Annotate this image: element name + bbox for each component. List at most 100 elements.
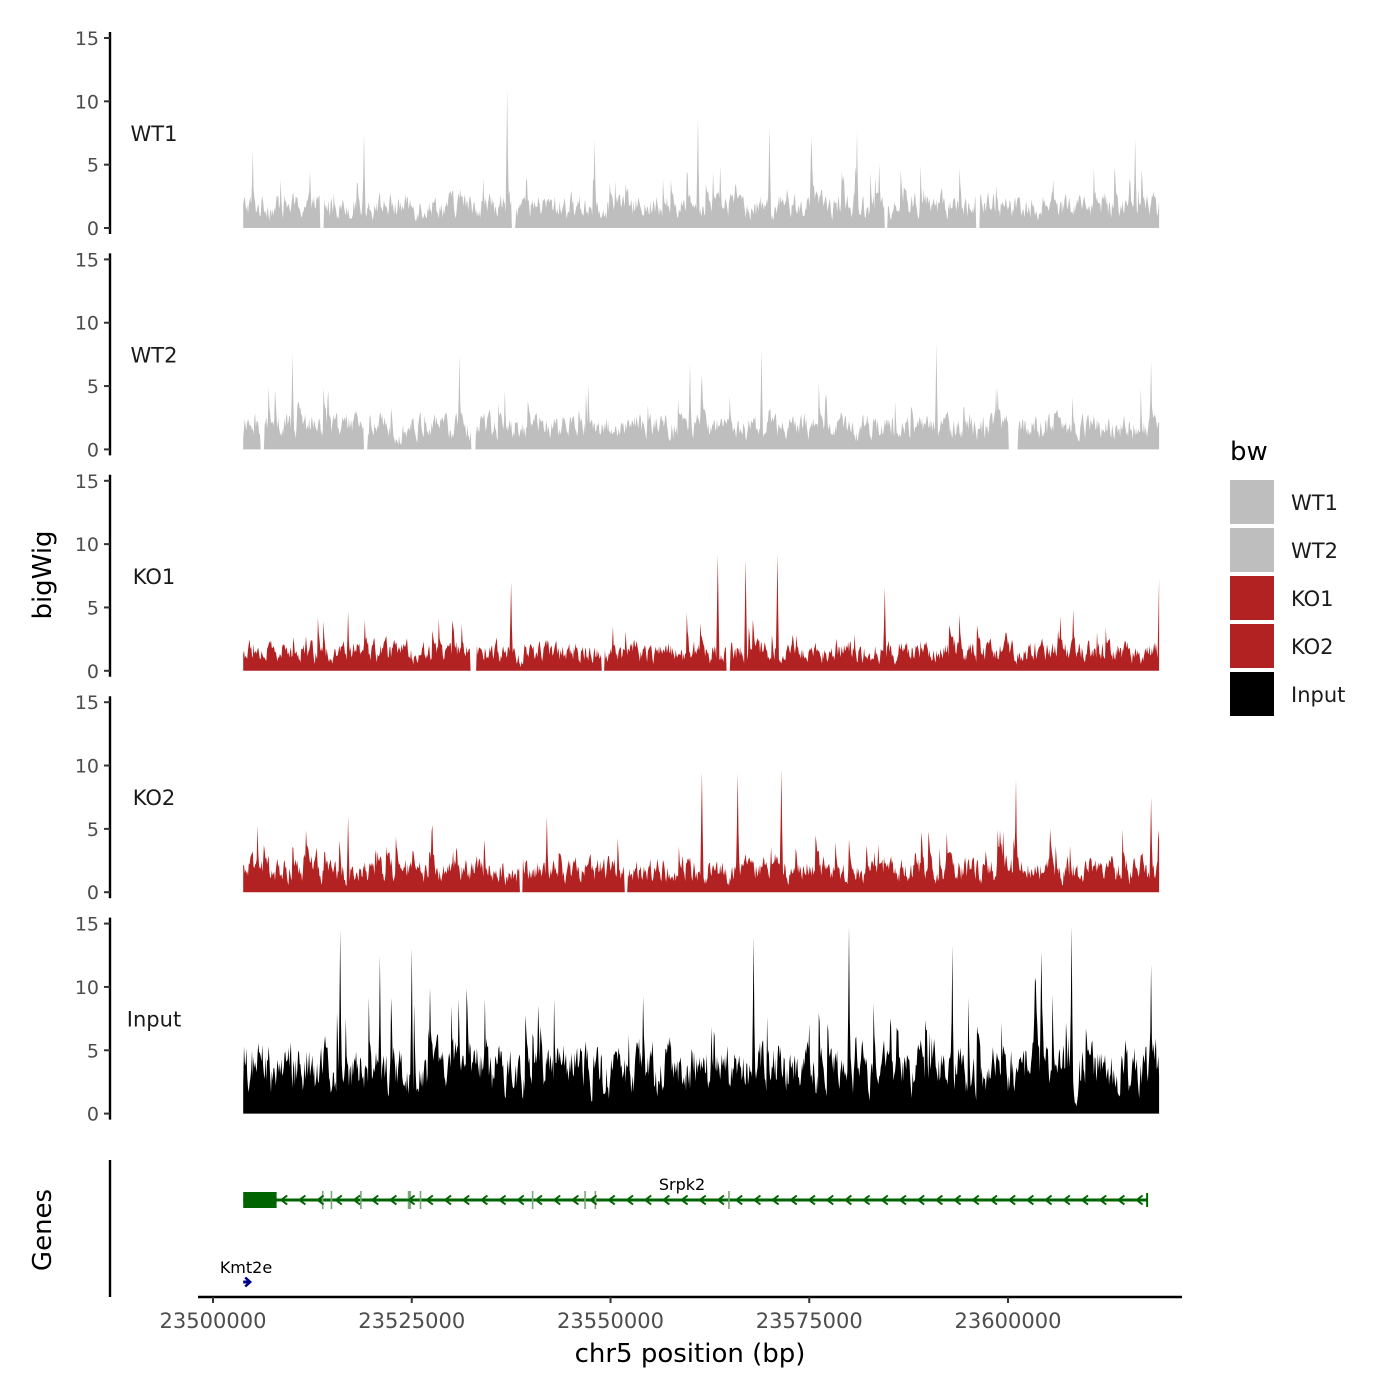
legend-title: bw: [1230, 437, 1268, 467]
y-axis-title: bigWig: [28, 530, 58, 619]
strand-chevron: [1025, 1194, 1035, 1206]
strand-chevron: [971, 1194, 980, 1206]
strand-chevron: [1062, 1194, 1071, 1206]
y-tick-label: 0: [87, 218, 99, 240]
strand-chevron: [861, 1194, 871, 1206]
strand-chevron: [625, 1194, 634, 1206]
strand-chevron: [443, 1194, 452, 1206]
strand-chevron: [1098, 1194, 1107, 1206]
strand-chevron: [1007, 1194, 1016, 1206]
exon: [321, 1191, 324, 1209]
y-tick-label: 15: [75, 249, 99, 271]
y-tick-label: 15: [75, 914, 99, 936]
strand-chevron: [534, 1194, 543, 1206]
strand-chevron: [661, 1194, 671, 1206]
gene-label: Kmt2e: [220, 1258, 272, 1277]
exon: [728, 1191, 730, 1209]
strand-chevron: [1134, 1194, 1144, 1206]
legend-label-ko2: KO2: [1291, 635, 1334, 659]
exon: [531, 1191, 534, 1209]
exon: [360, 1191, 362, 1209]
y-tick-label: 5: [87, 819, 99, 841]
legend-label-wt2: WT2: [1291, 539, 1338, 563]
x-axis: 23500000 23525000 23550000 23575000 23600000: [160, 1295, 1182, 1333]
strand-chevron: [552, 1194, 561, 1206]
y-tick-label: 5: [87, 155, 99, 177]
genes-axis-title: Genes: [28, 1189, 58, 1271]
signal-wt1: [243, 88, 1160, 228]
strand-chevron: [952, 1194, 962, 1206]
signal-ko1: [243, 553, 1160, 671]
strand-chevron: [1080, 1194, 1089, 1206]
strand-chevron: [279, 1194, 288, 1206]
strand-chevron: [898, 1194, 907, 1206]
signal-input: [243, 926, 1160, 1114]
strand-chevron: [1043, 1194, 1053, 1206]
exon: [594, 1191, 597, 1209]
y-tick-label: 10: [75, 977, 99, 999]
track-label: WT2: [131, 343, 178, 367]
legend-swatch-ko1: [1230, 576, 1274, 620]
legend-label-input: Input: [1291, 683, 1345, 707]
y-tick-label: 5: [87, 376, 99, 398]
strand-chevron: [807, 1194, 816, 1206]
strand-chevron: [588, 1194, 598, 1206]
strand-chevron: [989, 1194, 998, 1206]
strand-chevron: [734, 1194, 743, 1206]
strand-chevron: [752, 1194, 762, 1206]
x-axis-title: chr5 position (bp): [575, 1339, 806, 1369]
track-ko2: 0 5 10 15 KO2: [75, 692, 1160, 904]
strand-chevron: [244, 1276, 253, 1288]
exon: [243, 1192, 277, 1208]
strand-chevron: [352, 1194, 361, 1206]
gene-kmt2e: Kmt2e: [220, 1258, 272, 1288]
track-wt1: 0 5 10 15 WT1: [75, 28, 1160, 240]
legend-swatch-wt2: [1230, 528, 1274, 572]
legend: bw WT1 WT2 KO1 KO2 Input: [1230, 437, 1345, 716]
legend-swatch-wt1: [1230, 480, 1274, 524]
bigwig-tracks: 0 5 10 15 WT1 0 5 10 15 WT2 0 5 10 15 KO1 0 5 10 15 KO2 0 5 10…: [75, 28, 1160, 1126]
y-tick-label: 10: [75, 91, 99, 113]
y-tick-label: 0: [87, 882, 99, 904]
strand-chevron: [516, 1194, 525, 1206]
legend-swatch-input: [1230, 672, 1274, 716]
exon: [584, 1191, 586, 1209]
strand-chevron: [643, 1194, 652, 1206]
strand-chevron: [461, 1194, 470, 1206]
strand-chevron: [497, 1194, 507, 1206]
x-tick-label: 23550000: [557, 1309, 664, 1333]
track-wt2: 0 5 10 15 WT2: [75, 249, 1160, 461]
x-tick-label: 23525000: [358, 1309, 465, 1333]
legend-label-wt1: WT1: [1291, 491, 1338, 515]
strand-chevron: [843, 1194, 853, 1206]
y-tick-label: 10: [75, 534, 99, 556]
y-tick-label: 15: [75, 28, 99, 50]
strand-chevron: [1116, 1194, 1126, 1206]
strand-chevron: [297, 1194, 307, 1206]
track-label: Input: [127, 1008, 181, 1032]
x-tick-label: 23575000: [756, 1309, 863, 1333]
y-tick-label: 10: [75, 756, 99, 778]
strand-chevron: [334, 1194, 343, 1206]
track-label: KO1: [133, 565, 176, 589]
y-tick-label: 5: [87, 1040, 99, 1062]
strand-chevron: [607, 1194, 616, 1206]
x-tick-label: 23600000: [955, 1309, 1062, 1333]
strand-chevron: [934, 1194, 944, 1206]
strand-chevron: [425, 1194, 434, 1206]
legend-swatch-ko2: [1230, 624, 1274, 668]
strand-chevron: [370, 1194, 379, 1206]
gene-track: Srpk2 Kmt2e: [108, 1160, 1149, 1297]
track-label: KO2: [133, 786, 176, 810]
legend-label-ko1: KO1: [1291, 587, 1334, 611]
strand-chevron: [315, 1194, 325, 1206]
strand-chevron: [406, 1194, 416, 1206]
signal-wt2: [243, 343, 1160, 450]
exon: [330, 1191, 333, 1209]
y-tick-label: 0: [87, 1104, 99, 1126]
strand-chevron: [789, 1194, 798, 1206]
strand-chevron: [770, 1194, 780, 1206]
y-tick-label: 15: [75, 471, 99, 493]
y-tick-label: 0: [87, 439, 99, 461]
